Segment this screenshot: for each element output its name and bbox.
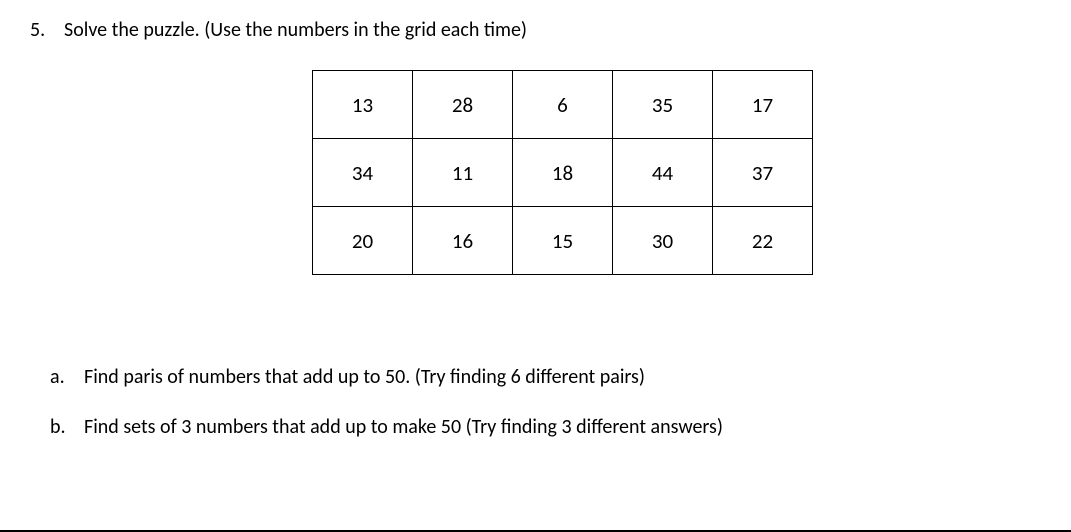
grid-cell: 11 — [413, 139, 513, 207]
grid-container: 13 28 6 35 17 34 11 18 44 37 20 16 15 30… — [0, 70, 1071, 275]
grid-cell: 15 — [513, 207, 613, 275]
number-grid: 13 28 6 35 17 34 11 18 44 37 20 16 15 30… — [312, 70, 813, 275]
grid-cell: 6 — [513, 71, 613, 139]
question-line: 5. Solve the puzzle. (Use the numbers in… — [0, 18, 1071, 42]
grid-cell: 20 — [313, 207, 413, 275]
grid-cell: 44 — [613, 139, 713, 207]
subpart-a-label: a. — [50, 365, 84, 389]
grid-cell: 30 — [613, 207, 713, 275]
grid-cell: 37 — [713, 139, 813, 207]
grid-cell: 35 — [613, 71, 713, 139]
grid-cell: 34 — [313, 139, 413, 207]
grid-cell: 16 — [413, 207, 513, 275]
grid-cell: 22 — [713, 207, 813, 275]
grid-cell: 17 — [713, 71, 813, 139]
question-text: Solve the puzzle. (Use the numbers in th… — [64, 18, 527, 42]
subpart-b-line: b. Find sets of 3 numbers that add up to… — [0, 415, 1071, 439]
question-number: 5. — [30, 18, 64, 42]
table-row: 34 11 18 44 37 — [313, 139, 813, 207]
grid-cell: 13 — [313, 71, 413, 139]
subpart-b-label: b. — [50, 415, 84, 439]
table-row: 20 16 15 30 22 — [313, 207, 813, 275]
subpart-a-text: Find paris of numbers that add up to 50.… — [84, 365, 645, 389]
subpart-a-line: a. Find paris of numbers that add up to … — [0, 365, 1071, 389]
grid-cell: 28 — [413, 71, 513, 139]
subpart-b-text: Find sets of 3 numbers that add up to ma… — [84, 415, 723, 439]
grid-cell: 18 — [513, 139, 613, 207]
table-row: 13 28 6 35 17 — [313, 71, 813, 139]
